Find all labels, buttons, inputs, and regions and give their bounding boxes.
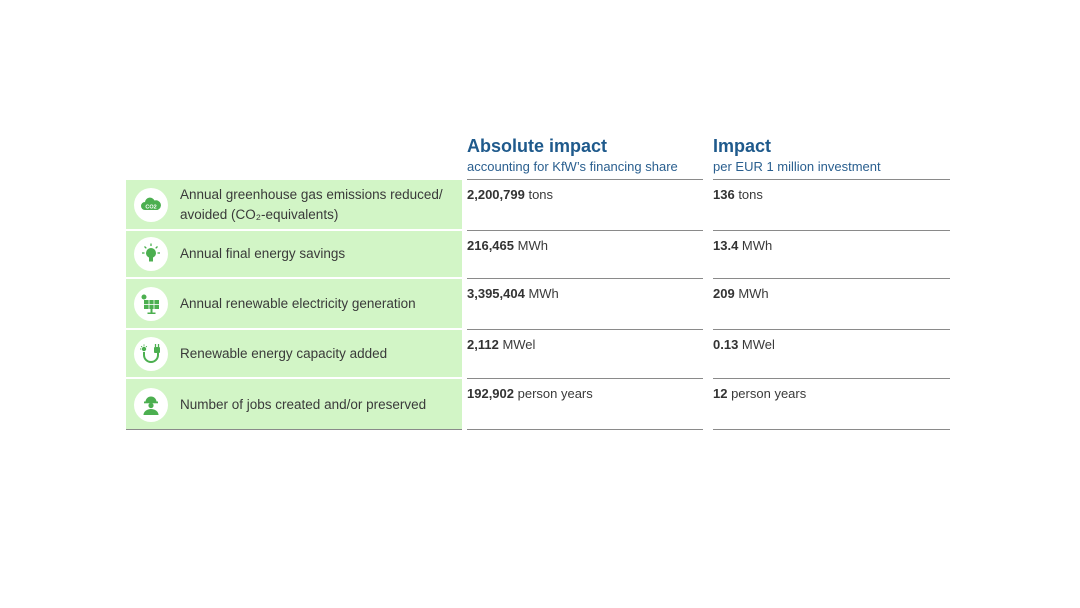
relative-impact-header: Impact per EUR 1 million investment bbox=[713, 136, 950, 180]
absolute-value-cell: 2,200,799 tons bbox=[467, 180, 703, 231]
row-label: Number of jobs created and/or preserved bbox=[180, 396, 427, 412]
row-label: Renewable energy capacity added bbox=[180, 345, 388, 361]
absolute-unit: MWel bbox=[498, 337, 536, 352]
absolute-unit: MWh bbox=[514, 238, 548, 253]
absolute-value: 192,902 bbox=[467, 386, 514, 401]
relative-value: 209 bbox=[713, 286, 735, 301]
relative-value: 13.4 bbox=[713, 238, 739, 253]
absolute-unit: MWh bbox=[524, 286, 559, 301]
table-row: Renewable energy capacity added 2,112 MW… bbox=[126, 330, 950, 379]
solar-panel-icon bbox=[134, 286, 168, 321]
row-label-cell: Annual final energy savings bbox=[126, 231, 462, 279]
relative-value-cell: 13.4 MWh bbox=[713, 231, 950, 279]
absolute-impact-header: Absolute impact accounting for KfW’s fin… bbox=[467, 136, 703, 180]
worker-icon bbox=[134, 387, 168, 422]
row-label-cell: Annual renewable electricity generation bbox=[126, 279, 462, 330]
absolute-unit: person years bbox=[514, 386, 593, 401]
svg-text:CO2: CO2 bbox=[145, 204, 156, 210]
absolute-impact-title: Absolute impact bbox=[467, 136, 608, 156]
relative-value-cell: 136 tons bbox=[713, 180, 950, 231]
row-label-cell: CO2 Annual greenhouse gas emissions redu… bbox=[126, 180, 462, 231]
relative-value: 136 bbox=[713, 187, 735, 202]
absolute-value-cell: 216,465 MWh bbox=[467, 231, 703, 279]
row-label: Annual renewable electricity generation bbox=[180, 295, 416, 311]
table-row: Annual renewable electricity generation … bbox=[126, 279, 950, 330]
row-label: Annual final energy savings bbox=[180, 246, 346, 261]
absolute-value-cell: 3,395,404 MWh bbox=[467, 279, 703, 330]
absolute-impact-subtitle: accounting for KfW’s financing share bbox=[467, 159, 678, 174]
relative-unit: tons bbox=[734, 187, 763, 202]
absolute-value: 216,465 bbox=[467, 238, 514, 253]
row-label: Annual greenhouse gas emissions reduced/… bbox=[180, 186, 443, 222]
relative-value-cell: 209 MWh bbox=[713, 279, 950, 330]
table-row: CO2 Annual greenhouse gas emissions redu… bbox=[126, 180, 950, 231]
cloud-co2-icon: CO2 bbox=[134, 187, 168, 222]
relative-unit: MWel bbox=[738, 337, 775, 352]
absolute-value-cell: 2,112 MWel bbox=[467, 330, 703, 379]
row-label-cell: Number of jobs created and/or preserved bbox=[126, 379, 462, 430]
relative-unit: person years bbox=[727, 386, 807, 401]
absolute-value-cell: 192,902 person years bbox=[467, 379, 703, 430]
absolute-value: 3,395,404 bbox=[467, 286, 525, 301]
relative-value: 12 bbox=[713, 386, 728, 401]
absolute-value: 2,200,799 bbox=[467, 187, 525, 202]
lightbulb-icon bbox=[134, 237, 168, 271]
table-row: Number of jobs created and/or preserved … bbox=[126, 379, 950, 430]
table-bottom-rule bbox=[126, 429, 462, 430]
relative-unit: MWh bbox=[738, 238, 773, 253]
relative-unit: MWh bbox=[734, 286, 769, 301]
table-row: Annual final energy savings 216,465 MWh … bbox=[126, 231, 950, 279]
table-header: Absolute impact accounting for KfW’s fin… bbox=[126, 136, 950, 180]
relative-value-cell: 0.13 MWel bbox=[713, 330, 950, 379]
impact-table: Absolute impact accounting for KfW’s fin… bbox=[126, 136, 950, 430]
plug-icon bbox=[134, 336, 168, 371]
relative-impact-title: Impact bbox=[713, 136, 772, 156]
relative-value-cell: 12 person years bbox=[713, 379, 950, 430]
relative-impact-subtitle: per EUR 1 million investment bbox=[713, 159, 881, 174]
row-label-cell: Renewable energy capacity added bbox=[126, 330, 462, 379]
absolute-value: 2,112 bbox=[467, 337, 499, 352]
relative-value: 0.13 bbox=[713, 337, 739, 352]
absolute-unit: tons bbox=[524, 187, 554, 202]
